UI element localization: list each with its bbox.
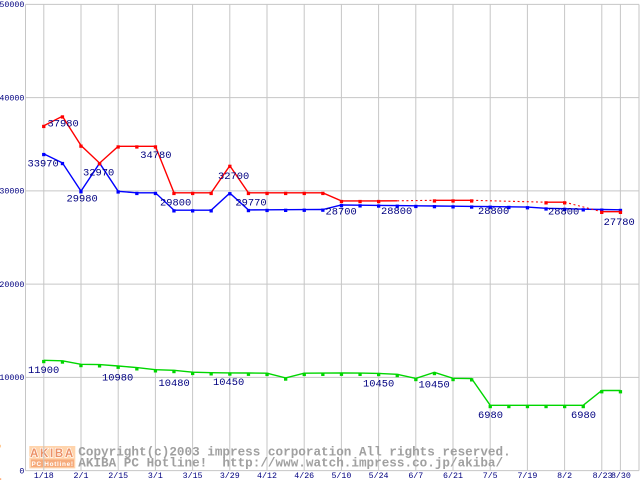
svg-text:8/30: 8/30 [611,471,631,480]
svg-text:0: 0 [19,467,24,476]
svg-text:5/10: 5/10 [331,471,351,480]
svg-text:10450: 10450 [419,380,450,392]
svg-text:10480: 10480 [159,378,190,390]
svg-text:27780: 27780 [604,217,635,229]
svg-text:28800: 28800 [478,206,509,218]
svg-text:20000: 20000 [0,281,24,290]
svg-text:32700: 32700 [218,171,249,183]
svg-text:3/29: 3/29 [220,471,240,480]
svg-text:1/18: 1/18 [34,471,54,480]
svg-text:32970: 32970 [83,168,114,180]
svg-text:10000: 10000 [0,374,24,383]
svg-text:28800: 28800 [548,206,579,218]
svg-text:6/21: 6/21 [443,471,463,480]
svg-text:28800: 28800 [381,206,412,218]
svg-text:6/7: 6/7 [408,471,423,480]
svg-text:2/1: 2/1 [74,471,89,480]
svg-text:7/5: 7/5 [483,471,498,480]
svg-text:AKIBA PC Hotline! http://www.: AKIBA PC Hotline! http://www.watch.impre… [78,456,503,471]
svg-text:Copyright(c)2003 impress corpo: Copyright(c)2003 impress corporation All… [78,444,510,459]
svg-text:8/2: 8/2 [557,471,572,480]
svg-text:11900: 11900 [28,365,59,377]
svg-text:5/24: 5/24 [369,471,389,480]
svg-text:28700: 28700 [326,207,357,219]
svg-text:34780: 34780 [140,150,171,162]
svg-text:PC Hotline!: PC Hotline! [32,461,74,468]
svg-text:40000: 40000 [0,94,24,103]
svg-text:4/12: 4/12 [257,471,277,480]
svg-text:50000: 50000 [0,1,24,10]
svg-text:AKIBA: AKIBA [30,448,75,460]
svg-text:3/1: 3/1 [148,471,163,480]
svg-text:6980: 6980 [478,410,503,422]
svg-text:29770: 29770 [235,197,266,209]
svg-text:30000: 30000 [0,188,24,197]
svg-text:6980: 6980 [571,410,596,422]
svg-text:29980: 29980 [67,194,98,206]
svg-text:10450: 10450 [213,377,244,389]
svg-text:8/23: 8/23 [593,471,613,480]
svg-text:7/19: 7/19 [517,471,537,480]
svg-text:4/26: 4/26 [294,471,314,480]
svg-text:37980: 37980 [48,119,79,131]
svg-text:33970: 33970 [28,158,59,170]
svg-text:10450: 10450 [363,379,394,391]
svg-text:29800: 29800 [160,198,191,210]
svg-text:3/15: 3/15 [183,471,203,480]
svg-text:10980: 10980 [102,373,133,385]
svg-text:2/15: 2/15 [108,471,128,480]
